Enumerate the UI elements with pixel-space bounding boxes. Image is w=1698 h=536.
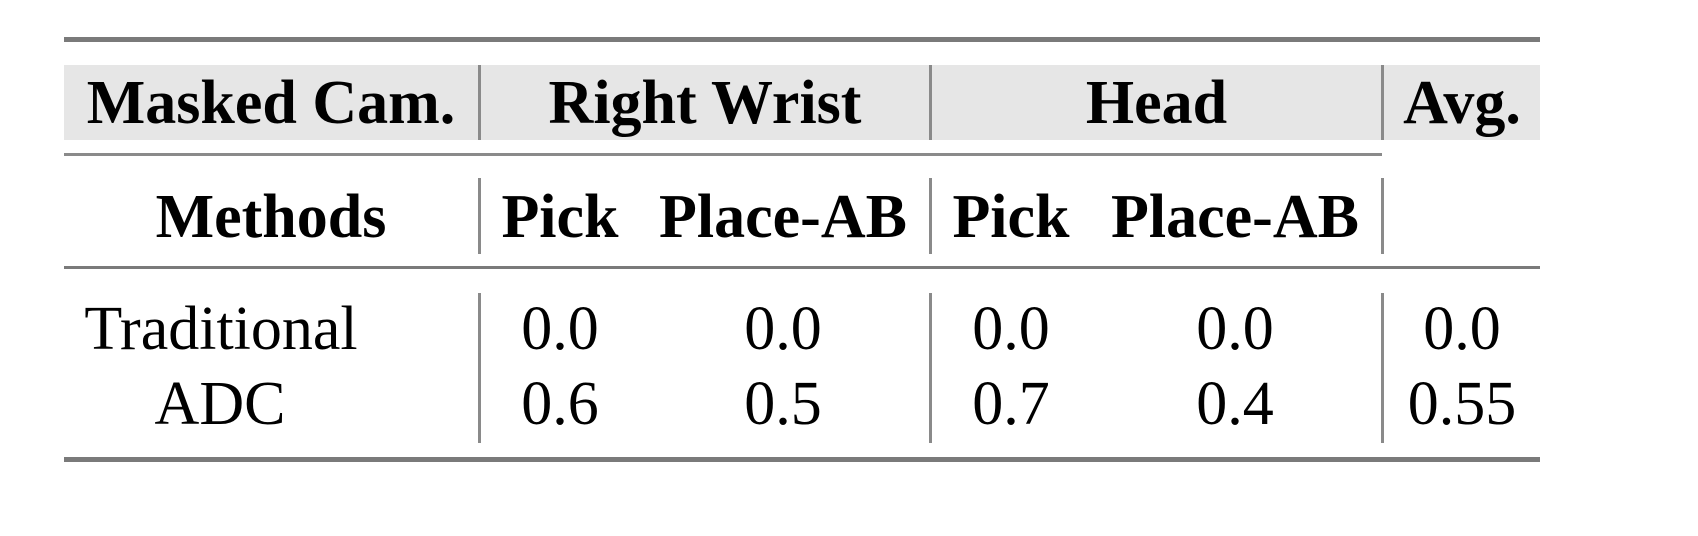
value: 0.4 <box>1196 370 1274 438</box>
divider <box>478 178 481 254</box>
header-pick: Pick <box>501 183 619 251</box>
value: 0.6 <box>521 370 599 438</box>
divider <box>1381 65 1384 140</box>
value: 0.0 <box>1196 295 1274 363</box>
divider <box>1381 178 1384 254</box>
method-name: Traditional <box>84 295 358 363</box>
header-place-ab: Place-AB <box>659 183 907 251</box>
header-pick: Pick <box>952 183 1070 251</box>
header-methods: Methods <box>155 183 387 251</box>
value: 0.5 <box>744 370 822 438</box>
header-background <box>64 65 1540 140</box>
value: 0.0 <box>744 295 822 363</box>
top-rule <box>64 37 1540 42</box>
header-head: Head <box>1085 69 1228 137</box>
divider <box>1381 293 1384 443</box>
method-name: ADC <box>154 370 286 438</box>
mid-rule <box>64 266 1540 269</box>
bottom-rule <box>64 457 1540 462</box>
value-avg: 0.55 <box>1407 370 1517 438</box>
divider <box>929 178 932 254</box>
divider <box>478 65 481 140</box>
value: 0.0 <box>521 295 599 363</box>
header-place-ab: Place-AB <box>1111 183 1359 251</box>
divider <box>478 293 481 443</box>
value: 0.7 <box>972 370 1050 438</box>
value-avg: 0.0 <box>1423 295 1501 363</box>
header-avg: Avg. <box>1403 69 1521 137</box>
value: 0.0 <box>972 295 1050 363</box>
cmidrule <box>64 153 1382 156</box>
header-masked-cam: Masked Cam. <box>86 69 456 137</box>
header-right-wrist: Right Wrist <box>548 69 862 137</box>
divider <box>929 65 932 140</box>
divider <box>929 293 932 443</box>
